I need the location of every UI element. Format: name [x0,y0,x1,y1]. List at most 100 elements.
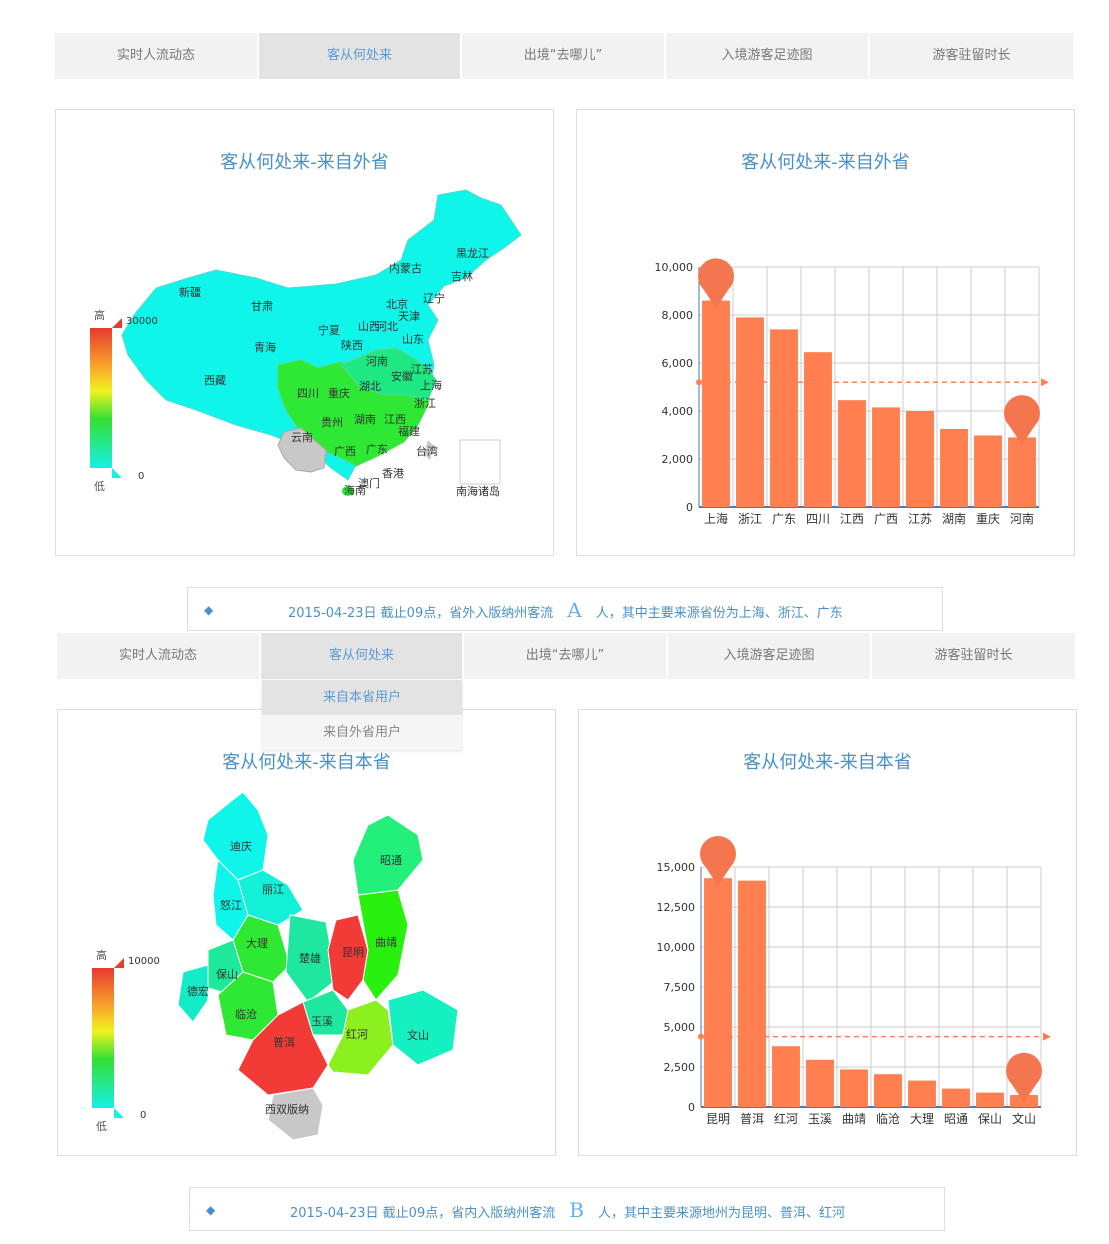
map-label: 曲靖 [375,936,397,949]
y-tick-label: 10,000 [657,941,696,954]
map-label: 福建 [398,424,420,438]
top-bar-chart[interactable]: 0 2,000 4,000 6,000 8,000 10,000 上海 浙江 广东 四川 江西 广西江… [577,110,1074,555]
legend-low-triangle [114,1108,124,1118]
region-dehong [177,964,209,1023]
map-label: 广东 [366,443,388,456]
map-label: 安徽 [391,369,413,383]
bar[interactable] [806,1059,834,1107]
map-label: 南海诸岛 [456,484,500,498]
bar[interactable] [738,880,766,1107]
legend-min-value: 0 [138,471,144,482]
y-tick-label: 5,000 [664,1021,696,1034]
tab-outbound[interactable]: 出境“去哪儿” [464,633,668,679]
bar[interactable] [838,400,866,507]
bar[interactable] [976,1092,1004,1107]
marker-pin[interactable] [698,258,734,309]
origin-dropdown-menu: 来自本省用户 来自外省用户 [262,680,462,750]
bar[interactable] [1008,437,1036,507]
map-label: 文山 [407,1028,429,1042]
map-label: 台湾 [416,444,438,458]
x-tick-label: 玉溪 [808,1112,832,1126]
x-tick-label: 大理 [910,1112,934,1126]
map-label: 怒江 [220,898,242,912]
marker-pin[interactable] [700,835,736,886]
x-tick-label: 河南 [1010,511,1034,526]
bar[interactable] [840,1069,868,1107]
map-label: 香港 [382,467,404,480]
tab-origin[interactable]: 客从何处来 [261,633,464,679]
average-arrow [1043,1032,1051,1041]
y-tick-label: 0 [688,1101,695,1114]
tab-realtime[interactable]: 实时人流动态 [57,633,261,679]
bar[interactable] [804,352,832,507]
legend-max-value: 10000 [128,956,160,967]
region-xishuangbanna [267,1087,324,1141]
legend-high-triangle [114,958,124,968]
legend-high-label: 高 [96,948,107,962]
marker-pin[interactable] [1004,395,1040,445]
legend-low-label: 低 [94,480,105,493]
x-tick-label: 曲靖 [842,1112,866,1126]
region-chuxiong [285,914,337,1003]
map-label: 青海 [254,340,276,354]
tab-origin[interactable]: 客从何处来 [259,33,462,79]
region-wenshan [387,989,459,1066]
bar[interactable] [872,407,900,507]
bar[interactable] [942,1088,970,1107]
tab-stay-duration[interactable]: 游客驻留时长 [934,648,1013,663]
x-tick-label: 文山 [1012,1111,1036,1126]
map-label: 湖南 [354,413,376,426]
y-tick-label: 12,500 [657,901,696,914]
map-label: 浙江 [414,397,436,410]
bar[interactable] [772,1046,800,1107]
map-label: 重庆 [328,386,350,400]
x-tick-label: 江西 [840,512,864,526]
bottom-summary-value: B [569,1198,584,1222]
y-tick-label: 4,000 [662,405,694,418]
bar[interactable] [974,435,1002,507]
map-label: 江苏 [411,363,433,376]
bottom-bar-chart[interactable]: 0 2,500 5,000 7,500 10,000 12,500 15,000 昆明 普洱 红河… [579,710,1076,1155]
tab-inbound-footprint[interactable]: 入境游客足迹图 [666,33,870,79]
y-tick-label: 8,000 [662,309,694,322]
dropdown-item-out-province[interactable]: 来自外省用户 [322,725,401,740]
dropdown-item-in-province[interactable]: 来自本省用户 [262,680,462,715]
map-label: 甘肃 [251,300,273,313]
x-tick-label: 昭通 [944,1112,968,1126]
bottom-chart-panel: 客从何处来-来自本省 0 2,500 5,000 7,500 10,000 12,500 1… [578,709,1077,1156]
x-tick-label: 浙江 [738,512,762,526]
tab-inbound-footprint[interactable]: 入境游客足迹图 [668,633,872,679]
map-label: 黑龙江 [456,247,489,260]
bottom-summary-text: 2015-04-23日 截止09点，省内入版纳州客流 B 人，其中主要来源地州为昆明… [290,1198,845,1222]
map-label: 宁夏 [318,323,340,337]
bar[interactable] [906,411,934,507]
bottom-tab-bar: 实时人流动态 客从何处来 出境“去哪儿” 入境游客足迹图 游客驻留时长 [57,633,1075,679]
average-start-dot [698,1033,704,1040]
legend-max-value: 30000 [126,316,158,327]
map-label: 陕西 [341,338,363,352]
tab-outbound[interactable]: 出境“去哪儿” [462,33,666,79]
bar[interactable] [874,1074,902,1107]
y-tick-label: 2,500 [664,1061,696,1074]
region-diqing [202,791,269,881]
bar[interactable] [736,317,764,507]
x-tick-label: 临沧 [876,1111,900,1126]
tab-realtime[interactable]: 实时人流动态 [55,33,259,79]
tab-stay-duration[interactable]: 游客驻留时长 [932,48,1011,63]
legend-gradient-bar [92,968,114,1108]
map-label: 河南 [366,355,388,368]
bar[interactable] [704,878,732,1107]
map-label: 辽宁 [423,291,445,305]
map-label: 澳门 [358,476,380,490]
bar[interactable] [940,429,968,507]
bar[interactable] [908,1080,936,1107]
legend-gradient-bar [90,328,112,468]
marker-pin[interactable] [1006,1052,1042,1103]
legend-low-label: 低 [96,1120,107,1133]
bar[interactable] [702,300,730,507]
bar[interactable] [770,329,798,507]
y-tick-label: 10,000 [655,261,694,274]
